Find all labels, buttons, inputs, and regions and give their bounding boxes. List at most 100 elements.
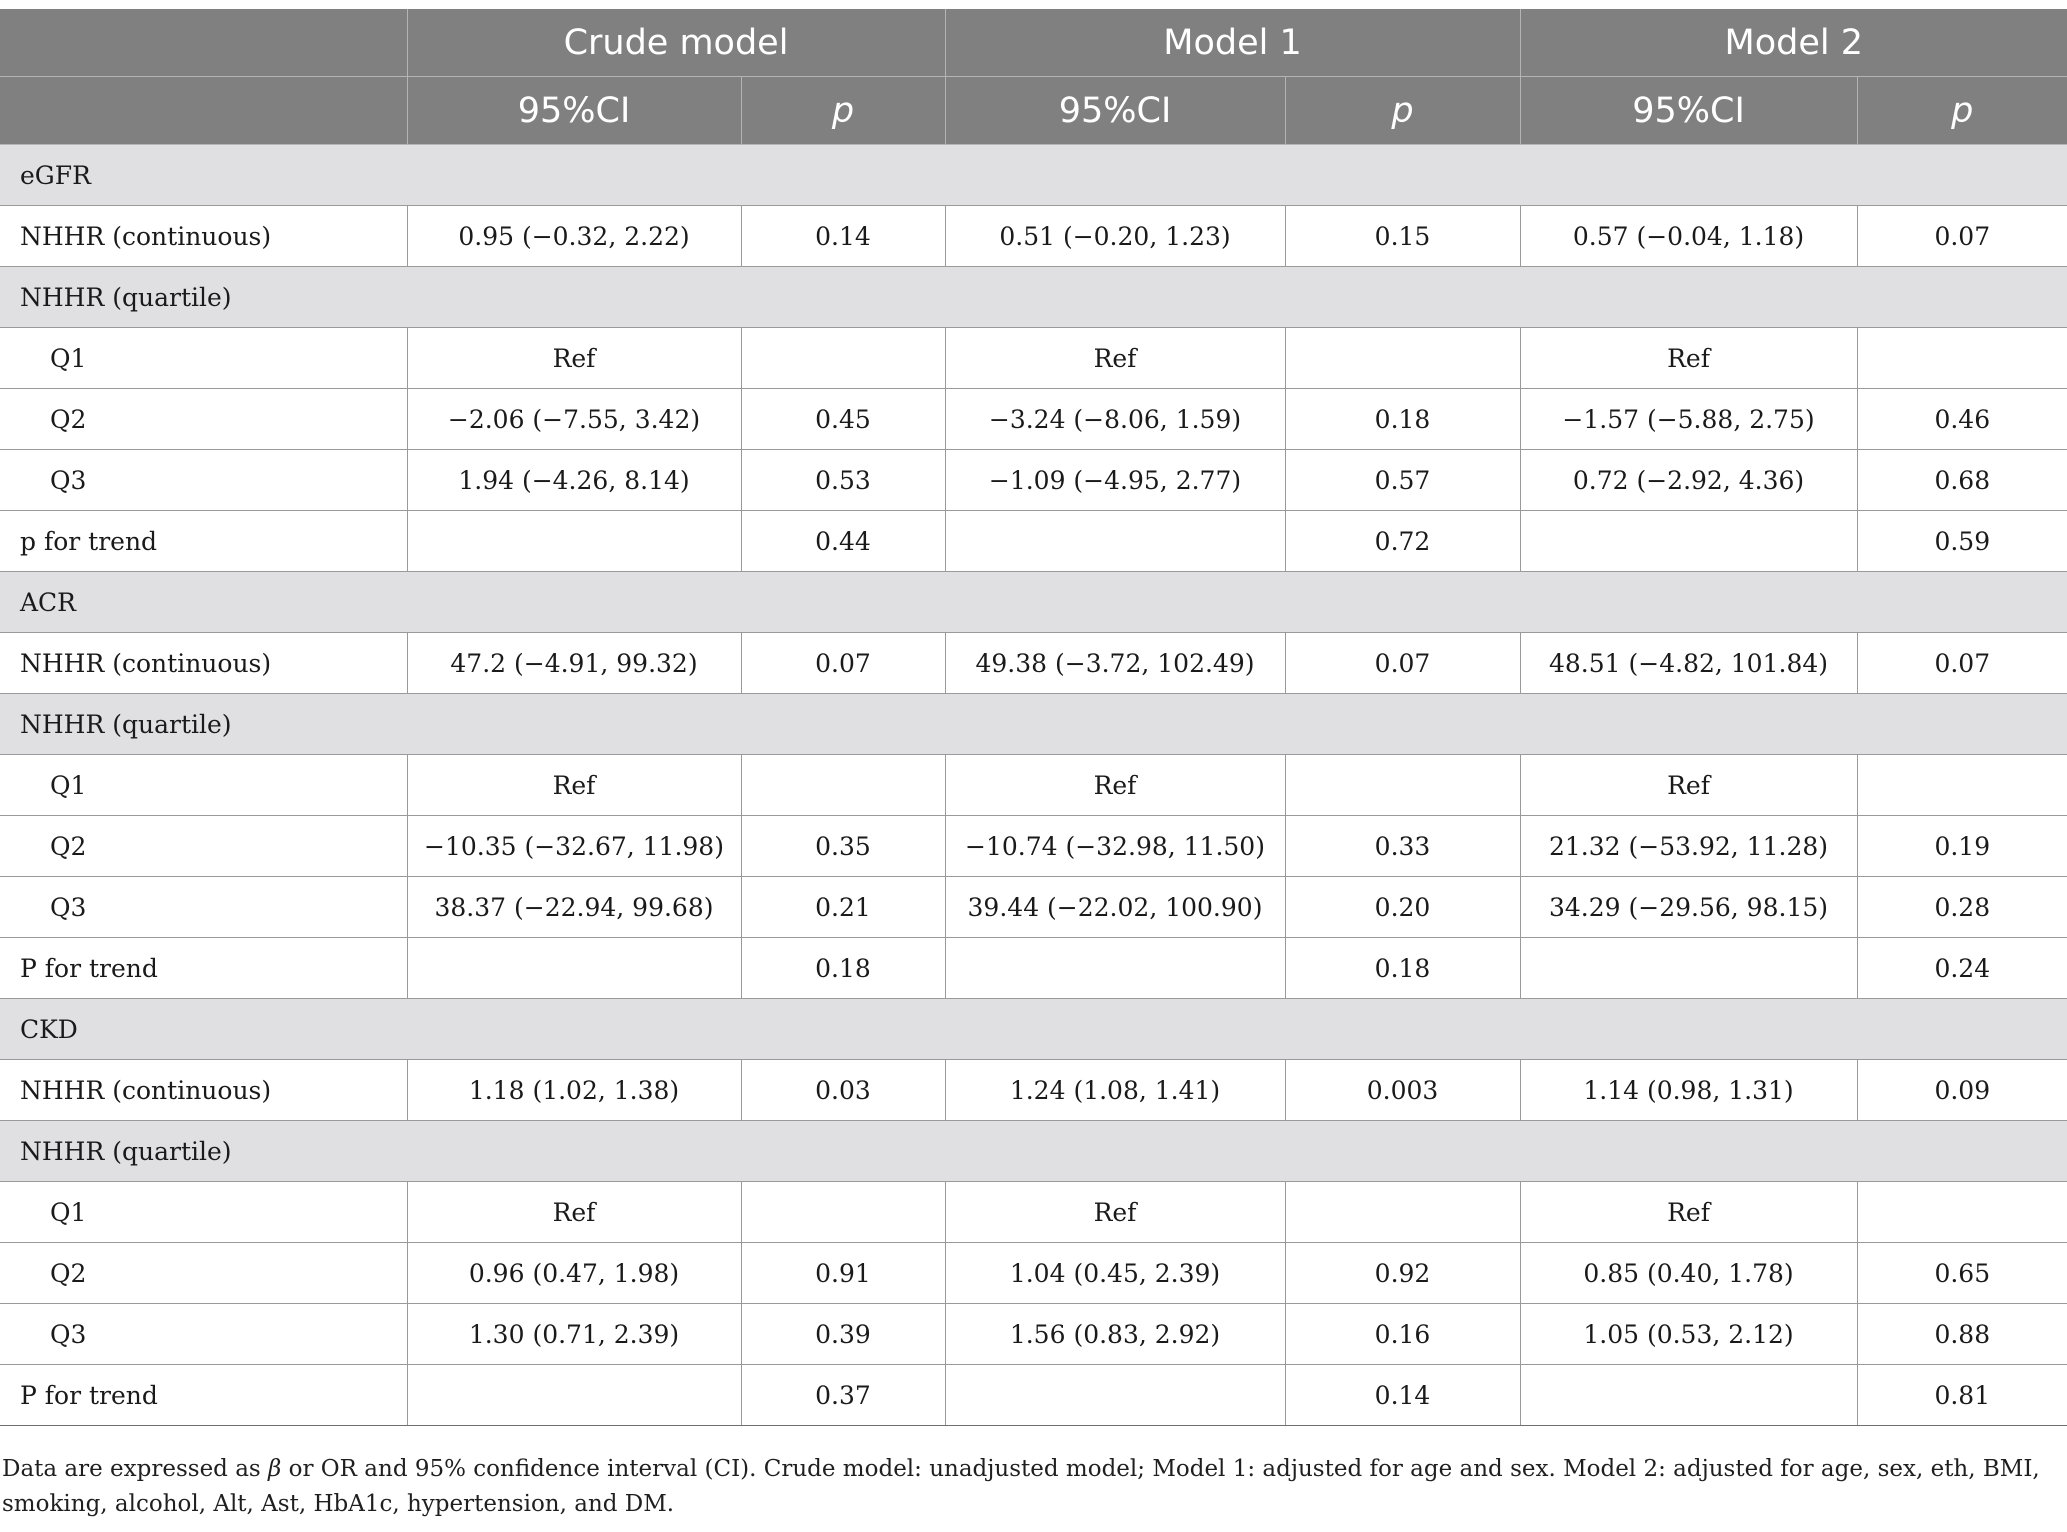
ci-cell: 0.72 (−2.92, 4.36) xyxy=(1519,449,1858,511)
p-value-cell: 0.07 xyxy=(1284,632,1521,694)
ci-cell: 1.05 (0.53, 2.12) xyxy=(1519,1303,1858,1365)
table-row: Q1 Ref Ref Ref xyxy=(0,754,2067,816)
p-value-cell: 0.91 xyxy=(740,1242,945,1304)
p-value-cell: 0.14 xyxy=(740,205,945,267)
section-row: CKD xyxy=(0,998,2067,1060)
p-value-cell: 0.81 xyxy=(1856,1364,2067,1426)
ci-cell: 0.57 (−0.04, 1.18) xyxy=(1519,205,1858,267)
p-value-cell: 0.19 xyxy=(1856,815,2067,877)
p-value-cell xyxy=(740,754,945,816)
p-value-cell: 0.18 xyxy=(1284,937,1521,999)
section-label: NHHR (quartile) xyxy=(0,266,2067,328)
ci-cell: −10.74 (−32.98, 11.50) xyxy=(944,815,1285,877)
ci-cell: Ref xyxy=(944,1181,1285,1243)
ci-cell: −1.57 (−5.88, 2.75) xyxy=(1519,388,1858,450)
p-value-cell: 0.45 xyxy=(740,388,945,450)
header-p: p xyxy=(1856,76,2067,145)
p-value-cell xyxy=(740,327,945,389)
row-label: Q3 xyxy=(0,1303,407,1365)
p-value-cell: 0.68 xyxy=(1856,449,2067,511)
header-model-2: Model 2 xyxy=(1519,9,2067,77)
row-label: NHHR (continuous) xyxy=(0,1059,407,1121)
table-row: Q2 0.96 (0.47, 1.98) 0.91 1.04 (0.45, 2.39)… xyxy=(0,1242,2067,1304)
row-label: Q2 xyxy=(0,388,407,450)
ci-cell: −3.24 (−8.06, 1.59) xyxy=(944,388,1285,450)
row-label: Q2 xyxy=(0,815,407,877)
p-value-cell: 0.72 xyxy=(1284,510,1521,572)
ci-cell: 47.2 (−4.91, 99.32) xyxy=(406,632,741,694)
table-row: Q3 38.37 (−22.94, 99.68) 0.21 39.44 (−22.02… xyxy=(0,876,2067,938)
p-value-cell: 0.35 xyxy=(740,815,945,877)
p-value-cell: 0.21 xyxy=(740,876,945,938)
row-label: P for trend xyxy=(0,937,407,999)
p-value-cell: 0.92 xyxy=(1284,1242,1521,1304)
ci-cell xyxy=(944,937,1285,999)
header-ci: 95%CI xyxy=(944,76,1285,145)
header-p: p xyxy=(740,76,945,145)
ci-cell: 0.95 (−0.32, 2.22) xyxy=(406,205,741,267)
section-label: NHHR (quartile) xyxy=(0,1120,2067,1182)
row-label: NHHR (continuous) xyxy=(0,632,407,694)
ci-cell: 34.29 (−29.56, 98.15) xyxy=(1519,876,1858,938)
ci-cell xyxy=(1519,510,1858,572)
p-value-cell: 0.88 xyxy=(1856,1303,2067,1365)
ci-cell: −2.06 (−7.55, 3.42) xyxy=(406,388,741,450)
ci-cell: 1.04 (0.45, 2.39) xyxy=(944,1242,1285,1304)
section-row: NHHR (quartile) xyxy=(0,266,2067,328)
table-row: Q2 −10.35 (−32.67, 11.98) 0.35 −10.74 (−32.… xyxy=(0,815,2067,877)
p-value-cell: 0.24 xyxy=(1856,937,2067,999)
header-corner-cell-lower xyxy=(0,76,407,145)
ci-cell xyxy=(1519,1364,1858,1426)
ci-cell: Ref xyxy=(406,754,741,816)
results-table: Crude model Model 1 Model 2 95%CI p 95%C… xyxy=(0,9,2067,1426)
p-value-cell: 0.59 xyxy=(1856,510,2067,572)
p-value-cell xyxy=(1284,754,1521,816)
ci-cell xyxy=(1519,937,1858,999)
row-label: Q1 xyxy=(0,1181,407,1243)
section-row: NHHR (quartile) xyxy=(0,1120,2067,1182)
p-value-cell: 0.18 xyxy=(1284,388,1521,450)
header-model-1: Model 1 xyxy=(944,9,1521,77)
ci-cell: 21.32 (−53.92, 11.28) xyxy=(1519,815,1858,877)
p-value-cell: 0.33 xyxy=(1284,815,1521,877)
row-label: Q1 xyxy=(0,327,407,389)
table-row: P for trend 0.18 0.18 0.24 xyxy=(0,937,2067,999)
table-row: NHHR (continuous) 47.2 (−4.91, 99.32) 0.07… xyxy=(0,632,2067,694)
ci-cell: Ref xyxy=(1519,754,1858,816)
p-value-cell xyxy=(740,1181,945,1243)
table-body: eGFR NHHR (continuous) 0.95 (−0.32, 2.22) 0… xyxy=(0,144,2067,1426)
ci-cell: Ref xyxy=(406,327,741,389)
table-row: Q3 1.94 (−4.26, 8.14) 0.53 −1.09 (−4.95, 2.… xyxy=(0,449,2067,511)
p-value-cell: 0.16 xyxy=(1284,1303,1521,1365)
ci-cell: −1.09 (−4.95, 2.77) xyxy=(944,449,1285,511)
ci-cell xyxy=(944,510,1285,572)
p-value-cell: 0.07 xyxy=(1856,632,2067,694)
p-value-cell: 0.65 xyxy=(1856,1242,2067,1304)
header-corner-cell xyxy=(0,9,407,77)
ci-cell: 0.85 (0.40, 1.78) xyxy=(1519,1242,1858,1304)
ci-cell: 0.51 (−0.20, 1.23) xyxy=(944,205,1285,267)
p-value-cell: 0.03 xyxy=(740,1059,945,1121)
ci-cell xyxy=(406,937,741,999)
p-value-cell xyxy=(1856,327,2067,389)
ci-cell: 1.30 (0.71, 2.39) xyxy=(406,1303,741,1365)
table-row: NHHR (continuous) 1.18 (1.02, 1.38) 0.03 1.… xyxy=(0,1059,2067,1121)
p-value-cell: 0.18 xyxy=(740,937,945,999)
row-label: p for trend xyxy=(0,510,407,572)
p-value-cell: 0.44 xyxy=(740,510,945,572)
row-label: Q3 xyxy=(0,449,407,511)
p-value-cell xyxy=(1856,1181,2067,1243)
ci-cell: Ref xyxy=(944,327,1285,389)
ci-cell: 1.18 (1.02, 1.38) xyxy=(406,1059,741,1121)
p-value-cell: 0.07 xyxy=(1856,205,2067,267)
section-row: NHHR (quartile) xyxy=(0,693,2067,755)
ci-cell: Ref xyxy=(406,1181,741,1243)
ci-cell: 38.37 (−22.94, 99.68) xyxy=(406,876,741,938)
table-row: P for trend 0.37 0.14 0.81 xyxy=(0,1364,2067,1426)
row-label: Q1 xyxy=(0,754,407,816)
ci-cell: 48.51 (−4.82, 101.84) xyxy=(1519,632,1858,694)
header-p: p xyxy=(1284,76,1521,145)
p-value-cell: 0.53 xyxy=(740,449,945,511)
header-ci: 95%CI xyxy=(406,76,741,145)
p-value-cell: 0.09 xyxy=(1856,1059,2067,1121)
